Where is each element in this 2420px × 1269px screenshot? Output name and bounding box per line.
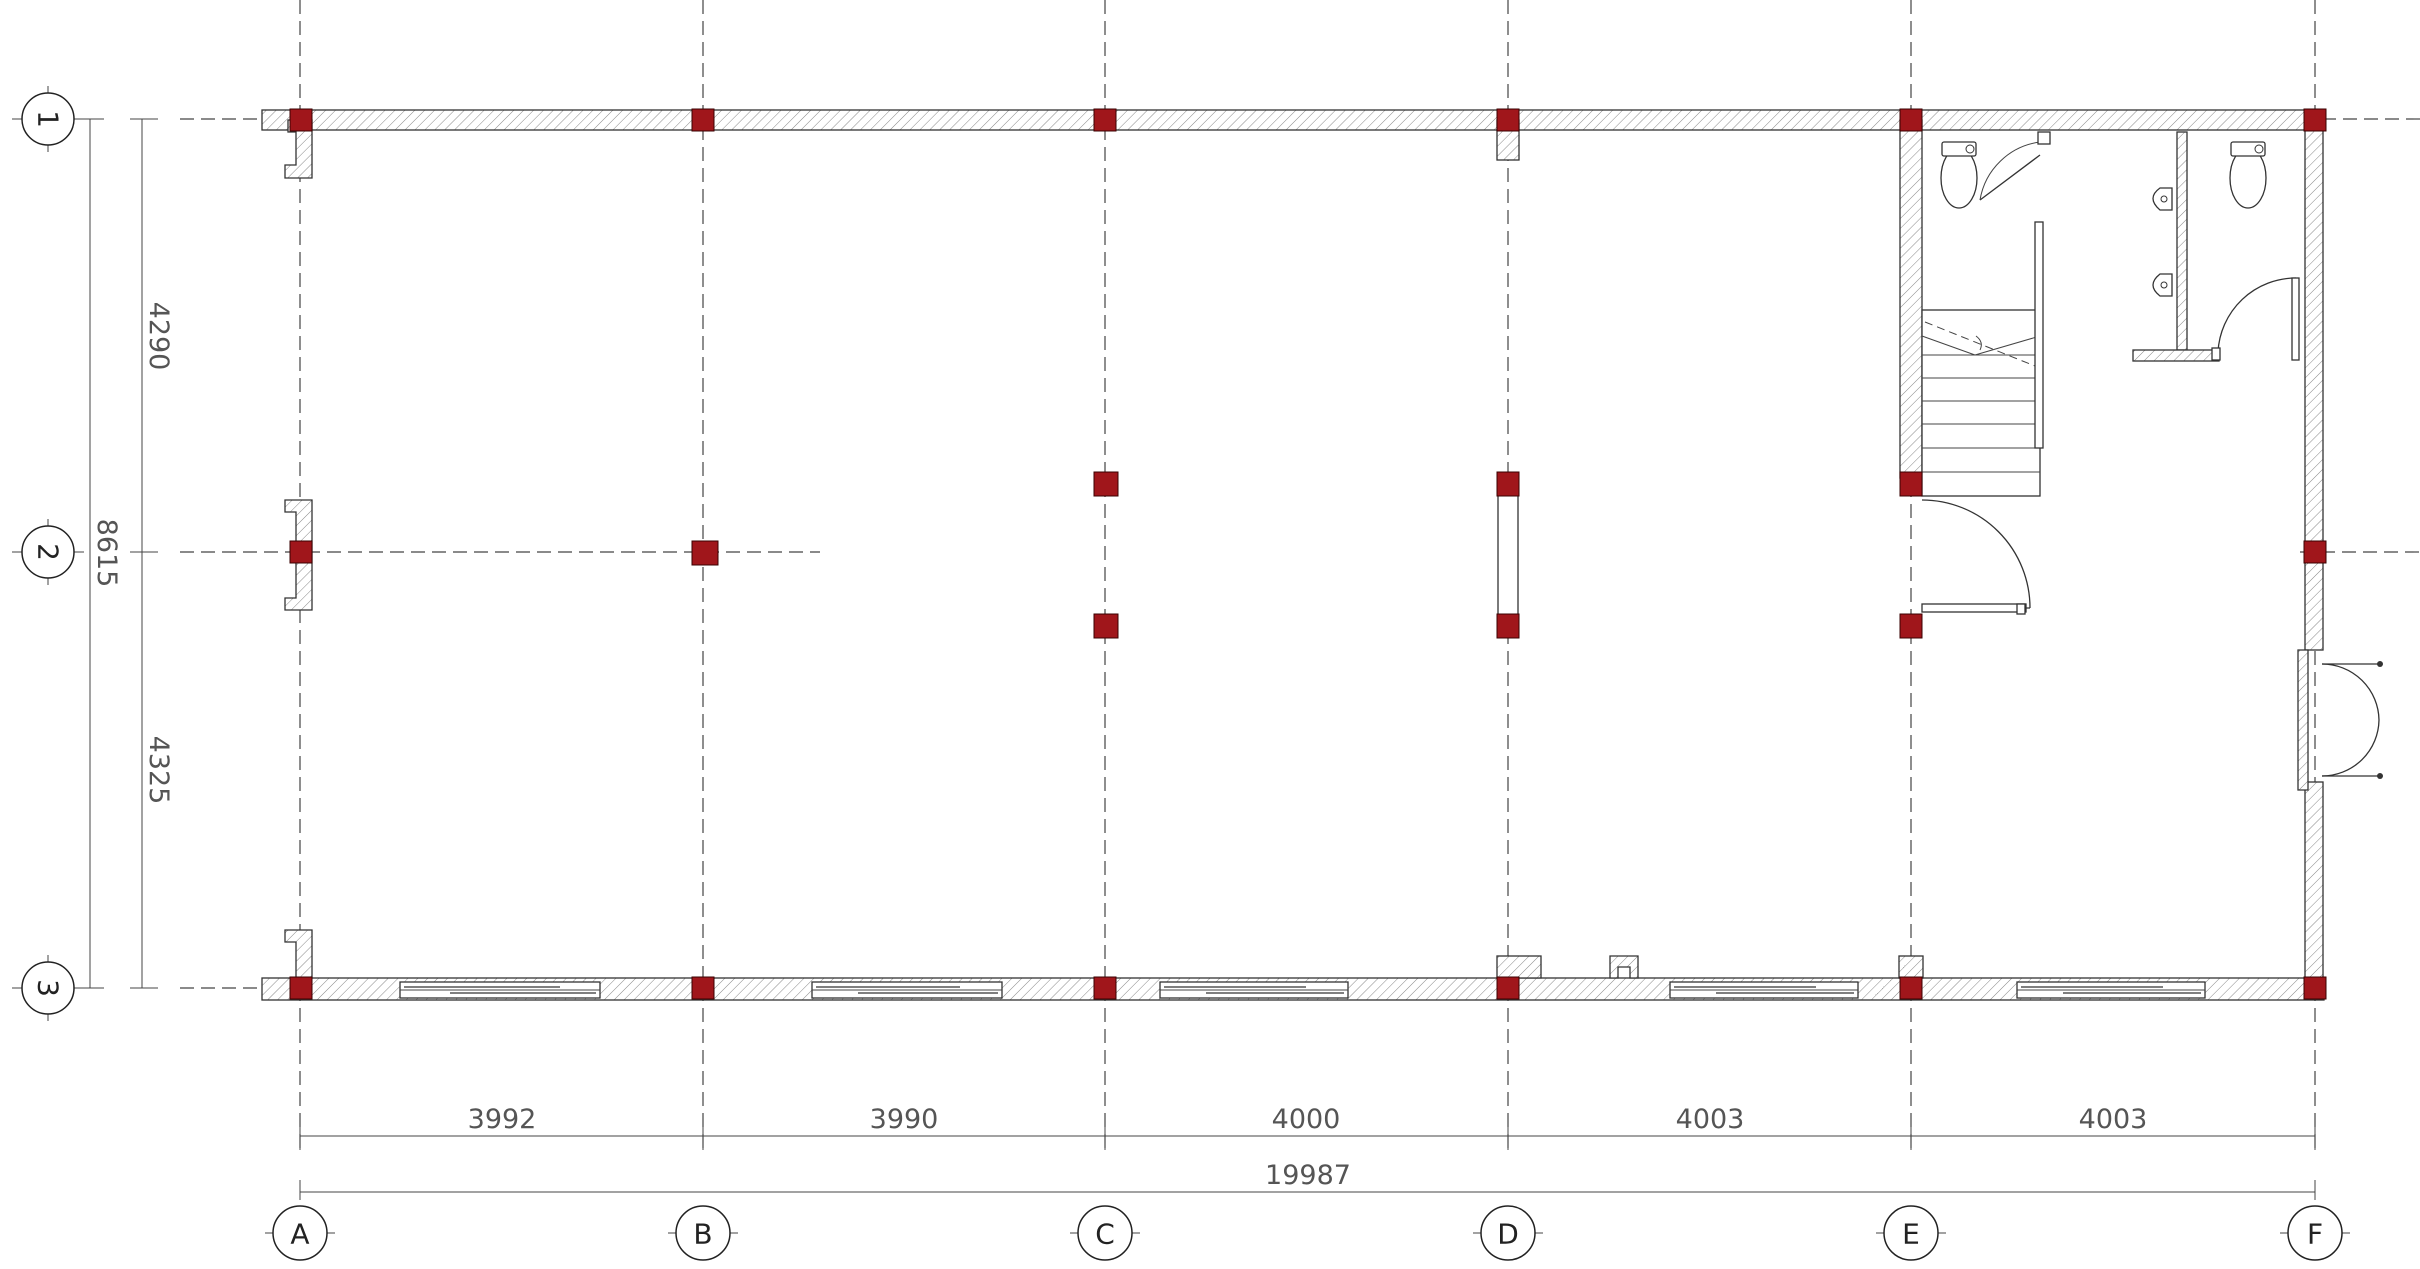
columns: [289, 108, 2327, 1000]
window-de: [1669, 981, 1859, 999]
walls: [261, 109, 2325, 1001]
svg-text:A: A: [290, 1218, 309, 1251]
grid-bubble-3: 3: [12, 955, 84, 1021]
column-d1: [1496, 108, 1520, 132]
wall-toilet-partition: [2176, 131, 2188, 351]
column-c-lower: [1093, 613, 1119, 639]
svg-text:D: D: [1497, 1218, 1519, 1251]
dim-span-12: 4290: [143, 302, 174, 371]
urinal-1: [2152, 187, 2173, 211]
grid-bubble-f: F: [2280, 1205, 2350, 1261]
dim-total-y: 8615: [91, 519, 122, 588]
svg-text:F: F: [2307, 1218, 2323, 1251]
doors: [1921, 131, 2383, 791]
wall-stub-a3: [284, 929, 313, 979]
grid-bubble-d: D: [1473, 1205, 1543, 1261]
column-d3: [1496, 976, 1520, 1000]
wall-top: [261, 109, 2325, 131]
column-d-upper: [1496, 471, 1520, 497]
column-b3: [691, 976, 715, 1000]
column-e1: [1899, 108, 1923, 132]
svg-text:3: 3: [32, 979, 65, 997]
grid-bubble-1: 1: [12, 86, 84, 152]
dim-total-x: 19987: [1265, 1160, 1351, 1191]
column-f3: [2303, 976, 2327, 1000]
dim-span-ef: 4003: [2079, 1104, 2148, 1135]
column-f2: [2303, 540, 2327, 564]
column-a1: [289, 108, 313, 132]
column-e3: [1899, 976, 1923, 1000]
wall-stub-a1: [284, 119, 313, 179]
grid-bubbles-columns: A B C D E F: [265, 1205, 2350, 1261]
dim-span-bc: 3990: [870, 1104, 939, 1135]
dim-span-de: 4003: [1676, 1104, 1745, 1135]
svg-text:E: E: [1902, 1218, 1920, 1251]
column-b1: [691, 108, 715, 132]
wall-niche: [1609, 955, 1639, 979]
window-ef: [2016, 981, 2206, 999]
wall-stub-d3: [1496, 955, 1542, 979]
window-cd: [1159, 981, 1349, 999]
column-e-lower: [1899, 613, 1923, 639]
toilet-2: [2229, 141, 2267, 209]
svg-text:C: C: [1095, 1218, 1115, 1251]
urinal-2: [2152, 273, 2173, 297]
column-a3: [289, 976, 313, 1000]
grid-bubble-b: B: [668, 1205, 738, 1261]
dimensions-horizontal: 3992 3990 4000 4003 4003 19987: [299, 1104, 2316, 1200]
svg-text:B: B: [693, 1218, 712, 1251]
dim-span-ab: 3992: [468, 1104, 537, 1135]
stair-handrail: [2034, 221, 2044, 449]
grid-bubble-2: 2: [12, 519, 84, 585]
column-f1: [2303, 108, 2327, 132]
windows: [399, 981, 2206, 999]
svg-text:2: 2: [32, 543, 65, 561]
sanitary-fixtures: [1940, 141, 2267, 297]
dimensions-vertical: 4290 4325 8615: [78, 118, 174, 989]
grid-bubble-a: A: [265, 1205, 335, 1261]
column-c3: [1093, 976, 1117, 1000]
wall-stub-e3: [1898, 955, 1924, 979]
column-d-lower: [1496, 613, 1520, 639]
column-c-upper: [1093, 471, 1119, 497]
svg-text:1: 1: [32, 110, 65, 128]
dim-span-cd: 4000: [1272, 1104, 1341, 1135]
stair-door: [1921, 499, 2031, 615]
entrance-double-door: [2297, 649, 2383, 791]
wall-e-upper: [1899, 119, 1923, 479]
wall-toilet-sill: [2132, 349, 2220, 362]
toilet-door-2: [2211, 277, 2300, 361]
toilet-1: [1940, 141, 1978, 209]
toilet-door-1: [1979, 131, 2051, 201]
grid-bubble-c: C: [1070, 1205, 1140, 1261]
wall-right-lower: [2304, 781, 2324, 989]
staircase: [1921, 221, 2044, 497]
column-b2: [691, 540, 719, 566]
dim-span-23: 4325: [143, 736, 174, 805]
window-bc: [811, 981, 1003, 999]
window-ab: [399, 981, 601, 999]
wall-right-upper: [2304, 119, 2324, 651]
column-e-upper: [1899, 471, 1923, 497]
grid-bubble-e: E: [1876, 1205, 1946, 1261]
grid-bubbles-rows: 1 2 3: [12, 86, 84, 1021]
partition-d: [1497, 484, 1519, 626]
column-c1: [1093, 108, 1117, 132]
column-a2: [289, 540, 313, 564]
